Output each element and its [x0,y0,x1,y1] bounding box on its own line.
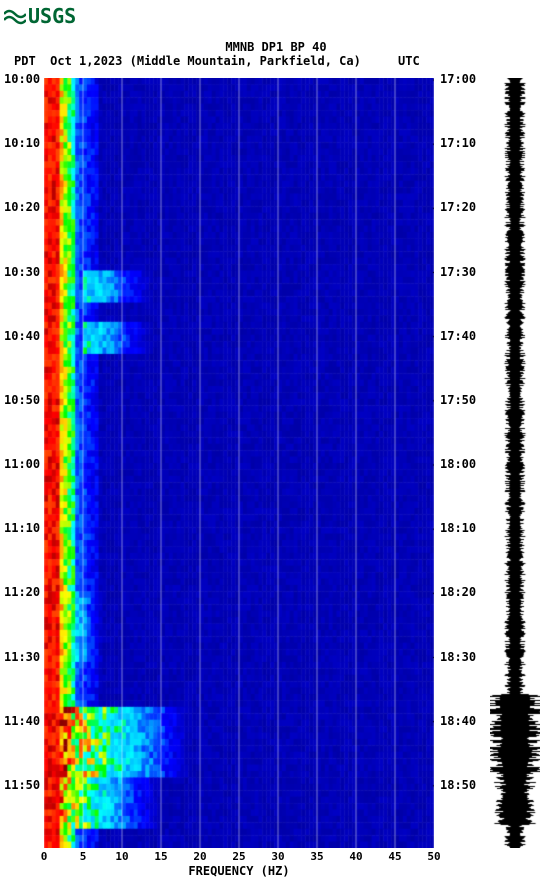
y-left-tick: 10:20 [4,200,40,214]
y-left-tick: 10:30 [4,265,40,279]
y-right-tick: 17:50 [440,393,476,407]
y-right-tick: 17:30 [440,265,476,279]
x-tick: 45 [388,850,401,863]
y-left-tick: 10:40 [4,329,40,343]
logo-text: USGS [28,4,76,28]
chart-title: MMNB DP1 BP 40 [0,40,552,54]
wave-icon [4,7,26,25]
y-right-tick: 17:20 [440,200,476,214]
waveform-plot [490,78,540,848]
x-tick: 40 [349,850,362,863]
x-axis-labels: 05101520253035404550 [44,850,434,864]
y-axis-left-labels: 10:0010:1010:2010:3010:4010:5011:0011:10… [4,78,42,848]
y-right-tick: 18:00 [440,457,476,471]
y-right-tick: 17:00 [440,72,476,86]
x-tick: 35 [310,850,323,863]
waveform-canvas [490,78,540,848]
y-left-tick: 11:40 [4,714,40,728]
y-right-tick: 17:40 [440,329,476,343]
x-tick: 50 [427,850,440,863]
x-tick: 30 [271,850,284,863]
y-right-tick: 18:30 [440,650,476,664]
y-left-tick: 11:50 [4,778,40,792]
x-tick: 10 [115,850,128,863]
y-right-tick: 17:10 [440,136,476,150]
spectrogram-canvas [44,78,434,848]
x-tick: 20 [193,850,206,863]
x-axis-title: FREQUENCY (HZ) [44,864,434,878]
y-right-tick: 18:50 [440,778,476,792]
x-tick: 25 [232,850,245,863]
utc-label: UTC [398,54,420,68]
spectrogram-plot [44,78,434,848]
y-left-tick: 11:00 [4,457,40,471]
y-axis-right-labels: 17:0017:1017:2017:3017:4017:5018:0018:10… [440,78,478,848]
y-left-tick: 11:20 [4,585,40,599]
usgs-logo: USGS [4,4,76,28]
y-right-tick: 18:20 [440,585,476,599]
x-tick: 0 [41,850,48,863]
y-right-tick: 18:40 [440,714,476,728]
chart-subtitle: PDT Oct 1,2023 (Middle Mountain, Parkfie… [14,54,361,68]
y-right-tick: 18:10 [440,521,476,535]
y-left-tick: 10:50 [4,393,40,407]
y-left-tick: 10:00 [4,72,40,86]
x-tick: 5 [80,850,87,863]
y-left-tick: 11:30 [4,650,40,664]
y-left-tick: 10:10 [4,136,40,150]
y-left-tick: 11:10 [4,521,40,535]
x-tick: 15 [154,850,167,863]
